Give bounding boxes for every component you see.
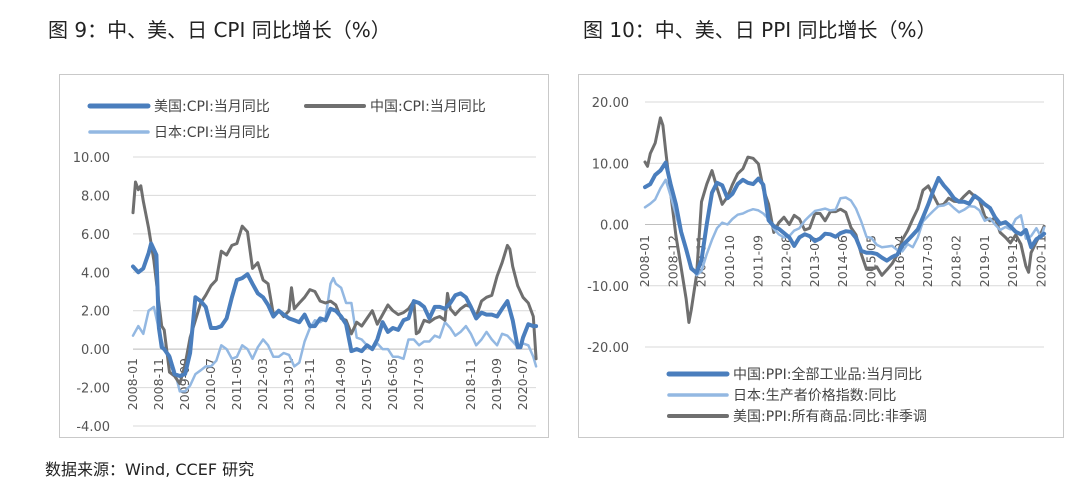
chart1-xtick-label-0: 2008-01 xyxy=(637,235,652,287)
chart0-xtick-label-6: 2013-01 xyxy=(281,358,296,410)
chart0-xtick-label-8: 2014-09 xyxy=(333,358,348,410)
chart1-series-line-2 xyxy=(643,116,1046,324)
chart0-xtick-label-5: 2012-03 xyxy=(255,358,270,410)
chart0-legend-label-1: 中国:CPI:当月同比 xyxy=(370,99,486,115)
chart0-ytick-label-6: -2.00 xyxy=(76,382,110,397)
cpi-chart: 10.00 8.00 6.00 4.00 2.00 0.00 -2.00 -4.00 2008-… xyxy=(73,99,539,435)
chart1-ytick-label-4: -20.00 xyxy=(587,341,629,356)
chart0-xtick-label-13: 2019-09 xyxy=(489,358,504,410)
chart1-xtick-label-10: 2017-03 xyxy=(920,235,935,287)
chart0-xtick-label-10: 2016-05 xyxy=(385,358,400,410)
chart0-ytick-label-2: 6.00 xyxy=(81,228,110,243)
chart0-xtick-label-9: 2015-07 xyxy=(359,358,374,410)
chart0-series-line-2 xyxy=(131,276,538,393)
chart1-xtick-label-6: 2013-07 xyxy=(807,235,822,287)
chart0-xtick-label-7: 2013-11 xyxy=(302,358,317,410)
chart0-legend-label-2: 日本:CPI:当月同比 xyxy=(154,125,270,141)
chart0-xtick-label-0: 2008-01 xyxy=(125,358,140,410)
chart0-xtick-label-3: 2010-07 xyxy=(203,358,218,410)
chart0-ytick-label-0: 10.00 xyxy=(73,151,110,166)
chart1-xtick-label-5: 2012-08 xyxy=(779,235,794,287)
ppi-chart-panel: 20.00 10.00 0.00 -10.00 -20.00 2008-01 2008-12… xyxy=(578,74,1064,438)
chart1-legend-label-0: 中国:PPI:全部工业品:当月同比 xyxy=(733,366,922,383)
chart0-ytick-label-5: 0.00 xyxy=(81,343,110,358)
chart0-xtick-label-14: 2020-07 xyxy=(515,358,530,410)
chart1-xtick-label-4: 2011-09 xyxy=(750,235,765,287)
chart1-ytick-label-3: -10.00 xyxy=(587,280,629,295)
chart1-xtick-label-14: 2020-11 xyxy=(1033,235,1048,287)
chart1-ytick-label-2: 0.00 xyxy=(600,219,629,234)
chart0-ytick-label-7: -4.00 xyxy=(76,420,110,435)
chart0-xtick-label-1: 2008-11 xyxy=(151,358,166,410)
chart0-ytick-label-1: 8.00 xyxy=(81,189,110,204)
data-source-note: 数据来源：Wind, CCEF 研究 xyxy=(45,460,255,479)
chart0-series-line-0 xyxy=(131,241,539,378)
chart1-xtick-label-7: 2014-06 xyxy=(835,235,850,287)
chart1-ytick-label-1: 10.00 xyxy=(592,157,629,172)
chart1-legend-label-1: 日本:生产者价格指数:同比 xyxy=(733,388,896,404)
chart1-xtick-label-12: 2019-01 xyxy=(977,235,992,287)
chart1-xtick-label-3: 2010-10 xyxy=(722,235,737,287)
chart1-series-line-1 xyxy=(643,178,1046,277)
chart1-xtick-label-8: 2015-05 xyxy=(864,235,879,287)
chart1-legend-label-2: 美国:PPI:所有商品:同比:非季调 xyxy=(733,409,927,425)
figure-9-title: 图 9：中、美、日 CPI 同比增长（%） xyxy=(48,18,391,42)
cpi-chart-panel: 10.00 8.00 6.00 4.00 2.00 0.00 -2.00 -4.00 2008-… xyxy=(59,74,549,438)
figure-10-title: 图 10：中、美、日 PPI 同比增长（%） xyxy=(583,18,937,42)
chart1-series-line-0 xyxy=(643,160,1047,275)
chart0-xtick-label-12: 2018-11 xyxy=(463,358,478,410)
chart0-xtick-label-4: 2011-05 xyxy=(229,358,244,410)
chart0-legend-label-0: 美国:CPI:当月同比 xyxy=(154,99,270,115)
chart1-xtick-label-13: 2019-12 xyxy=(1005,235,1020,287)
chart1-xtick-label-11: 2018-02 xyxy=(948,235,963,287)
chart0-ytick-label-3: 4.00 xyxy=(81,266,110,281)
chart0-xtick-label-2: 2009-09 xyxy=(177,358,192,410)
chart0-ytick-label-4: 2.00 xyxy=(81,305,110,320)
chart1-ytick-label-0: 20.00 xyxy=(592,96,629,111)
chart0-xtick-label-11: 2017-03 xyxy=(411,358,426,410)
